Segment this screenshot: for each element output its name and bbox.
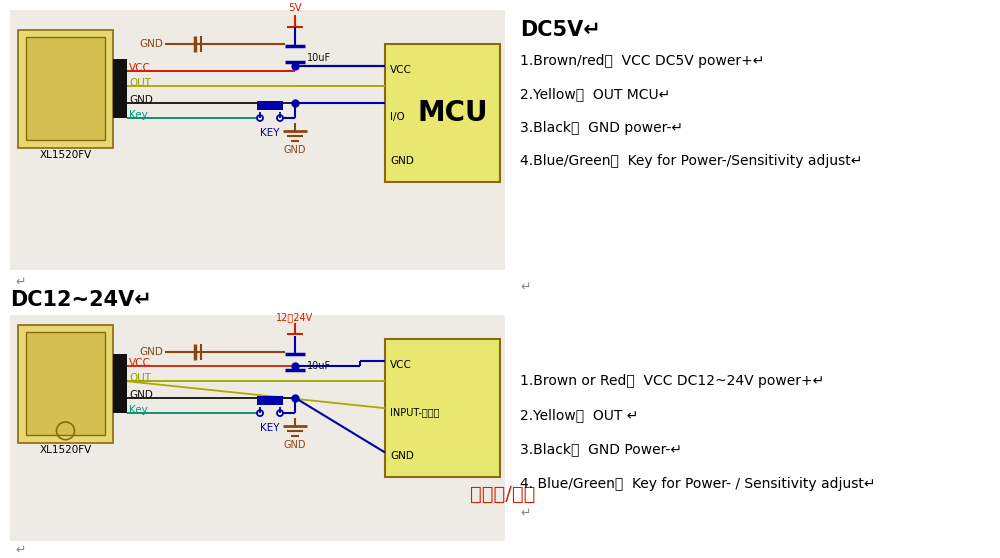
Text: GND: GND (129, 389, 153, 400)
Bar (113, 354, 127, 413)
Text: 5V: 5V (288, 3, 302, 13)
Text: GND: GND (284, 145, 306, 155)
Text: MCU: MCU (417, 99, 488, 127)
Text: Key: Key (129, 405, 148, 415)
Bar (18, 325, 113, 442)
Text: GND: GND (390, 156, 414, 166)
Text: 10uF: 10uF (307, 53, 331, 63)
Text: 2.Yellow：  OUT MCU↵: 2.Yellow： OUT MCU↵ (520, 88, 670, 102)
Bar (113, 94, 121, 108)
Text: GND: GND (284, 440, 306, 450)
Text: 4. Blue/Green：  Key for Power- / Sensitivity adjust↵: 4. Blue/Green： Key for Power- / Sensitiv… (520, 477, 876, 491)
Text: 3.Black：  GND power-↵: 3.Black： GND power-↵ (520, 121, 683, 135)
Text: ↵: ↵ (520, 280, 530, 294)
Bar (385, 44, 500, 182)
Text: VCC: VCC (129, 358, 151, 368)
Text: OUT: OUT (129, 78, 151, 88)
Text: 12～24V: 12～24V (276, 312, 314, 323)
Text: KEY: KEY (260, 423, 280, 433)
Text: VCC: VCC (129, 63, 151, 73)
Text: 10uF: 10uF (307, 361, 331, 371)
Bar (257, 102, 283, 110)
Bar (385, 339, 500, 477)
Bar (113, 65, 121, 79)
Bar (113, 59, 127, 118)
Text: KEY: KEY (260, 128, 280, 138)
Text: 3.Black：  GND Power-↵: 3.Black： GND Power-↵ (520, 442, 682, 456)
Text: ↵: ↵ (15, 544, 26, 557)
Text: 1.Brown or Red：  VCC DC12~24V power+↵: 1.Brown or Red： VCC DC12~24V power+↵ (520, 374, 824, 388)
Text: ↵: ↵ (15, 276, 26, 288)
Text: VCC: VCC (390, 65, 412, 75)
Bar (18, 30, 113, 147)
Text: I/O: I/O (390, 112, 405, 122)
Text: XL1520FV: XL1520FV (39, 150, 92, 160)
Text: XL1520FV: XL1520FV (39, 445, 92, 455)
Bar (26, 37, 105, 140)
Bar (113, 389, 121, 403)
Text: GND: GND (139, 347, 163, 357)
Bar (10, 315, 505, 541)
Text: 4.Blue/Green：  Key for Power-/Sensitivity adjust↵: 4.Blue/Green： Key for Power-/Sensitivity… (520, 155, 862, 169)
Text: VCC: VCC (390, 360, 412, 370)
Text: GND: GND (129, 95, 153, 105)
Bar (113, 360, 121, 374)
Text: OUT: OUT (129, 373, 151, 383)
Text: ↵: ↵ (520, 507, 530, 519)
Text: INPUT-输入端: INPUT-输入端 (390, 407, 440, 417)
Text: 主控板/负载: 主控板/负载 (470, 485, 535, 504)
Bar (10, 10, 505, 271)
Text: 1.Brown/red：  VCC DC5V power+↵: 1.Brown/red： VCC DC5V power+↵ (520, 54, 764, 68)
Text: DC12~24V↵: DC12~24V↵ (10, 290, 152, 310)
Text: GND: GND (139, 39, 163, 49)
Text: 2.Yellow：  OUT ↵: 2.Yellow： OUT ↵ (520, 408, 638, 422)
Text: Key: Key (129, 110, 148, 120)
Text: DC5V↵: DC5V↵ (520, 20, 601, 40)
Bar (257, 396, 283, 405)
Bar (26, 333, 105, 435)
Text: GND: GND (390, 451, 414, 461)
